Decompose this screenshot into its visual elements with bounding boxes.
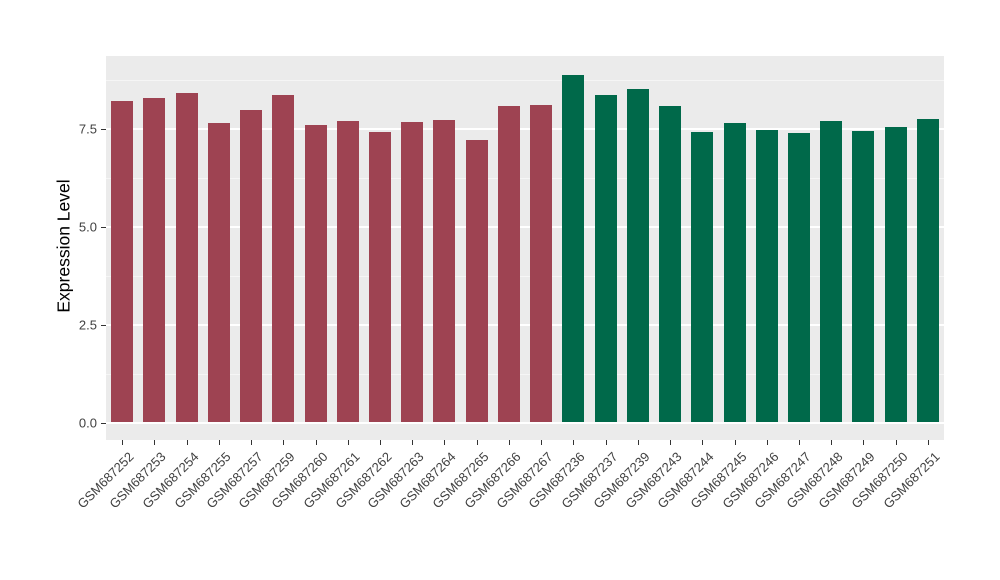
bar-GSM687248 bbox=[820, 121, 843, 423]
bar-GSM687265 bbox=[465, 139, 488, 423]
bar-GSM687251 bbox=[916, 118, 939, 423]
x-axis-tick bbox=[186, 440, 188, 445]
x-axis-tick bbox=[798, 440, 800, 445]
gridline-minor bbox=[106, 80, 944, 82]
bar-GSM687257 bbox=[240, 110, 263, 423]
bar-GSM687259 bbox=[272, 94, 295, 423]
plot-panel bbox=[106, 56, 944, 440]
bar-GSM687266 bbox=[497, 106, 520, 423]
bar-GSM687239 bbox=[626, 89, 649, 423]
bar-GSM687263 bbox=[401, 121, 424, 423]
bar-GSM687244 bbox=[691, 131, 714, 423]
x-axis-tick bbox=[251, 440, 253, 445]
x-axis-tick bbox=[895, 440, 897, 445]
bar-GSM687243 bbox=[659, 105, 682, 423]
x-axis-tick bbox=[605, 440, 607, 445]
gridline-major bbox=[106, 421, 944, 424]
bar-GSM687237 bbox=[594, 94, 617, 423]
y-tick-label: 2.5 bbox=[78, 317, 97, 333]
gridline-major bbox=[106, 128, 944, 131]
x-axis-tick bbox=[702, 440, 704, 445]
gridline-minor bbox=[106, 275, 944, 277]
x-axis-tick bbox=[831, 440, 833, 445]
x-axis-tick bbox=[476, 440, 478, 445]
x-axis-tick bbox=[379, 440, 381, 445]
x-axis-tick bbox=[541, 440, 543, 445]
y-tick-label: 5.0 bbox=[78, 219, 97, 235]
x-axis-tick bbox=[412, 440, 414, 445]
x-axis-tick bbox=[734, 440, 736, 445]
gridline-minor bbox=[106, 373, 944, 375]
x-axis-tick bbox=[218, 440, 220, 445]
y-axis-tick bbox=[101, 324, 106, 326]
x-axis-tick bbox=[347, 440, 349, 445]
y-tick-label: 0.0 bbox=[78, 415, 97, 430]
y-axis-tick bbox=[101, 422, 106, 424]
bar-GSM687247 bbox=[787, 133, 810, 423]
x-axis-tick bbox=[444, 440, 446, 445]
bar-GSM687245 bbox=[723, 123, 746, 423]
gridline-major bbox=[106, 323, 944, 326]
y-tick-label: 7.5 bbox=[78, 121, 97, 137]
y-axis-tick bbox=[101, 129, 106, 131]
bar-GSM687260 bbox=[304, 124, 327, 423]
bar-GSM687249 bbox=[852, 131, 875, 423]
y-axis-tick bbox=[101, 227, 106, 228]
bar-GSM687255 bbox=[207, 122, 230, 423]
gridline-major bbox=[106, 226, 944, 228]
x-axis-tick bbox=[670, 440, 672, 445]
bar-GSM687254 bbox=[175, 93, 198, 423]
bar-GSM687261 bbox=[336, 121, 359, 423]
x-axis-tick bbox=[637, 440, 639, 445]
x-axis-tick bbox=[283, 440, 285, 445]
x-axis-tick bbox=[927, 440, 929, 445]
panel-background bbox=[106, 56, 944, 440]
bar-GSM687246 bbox=[755, 130, 778, 423]
gridline-minor bbox=[106, 178, 944, 180]
x-axis-tick bbox=[863, 440, 865, 445]
y-axis-title: Expression Level bbox=[53, 179, 74, 313]
bar-GSM687267 bbox=[530, 104, 553, 423]
bar-GSM687262 bbox=[368, 131, 391, 423]
x-axis-tick bbox=[315, 440, 317, 445]
bar-GSM687264 bbox=[433, 120, 456, 423]
x-axis-tick bbox=[573, 440, 575, 445]
bar-GSM687250 bbox=[884, 126, 907, 423]
x-axis-tick bbox=[766, 440, 768, 445]
x-axis-tick bbox=[154, 440, 156, 445]
x-axis-tick bbox=[508, 440, 510, 445]
x-axis-tick bbox=[122, 440, 124, 445]
bar-GSM687253 bbox=[143, 97, 166, 423]
bar-GSM687252 bbox=[111, 101, 134, 423]
bar-GSM687236 bbox=[562, 74, 585, 423]
